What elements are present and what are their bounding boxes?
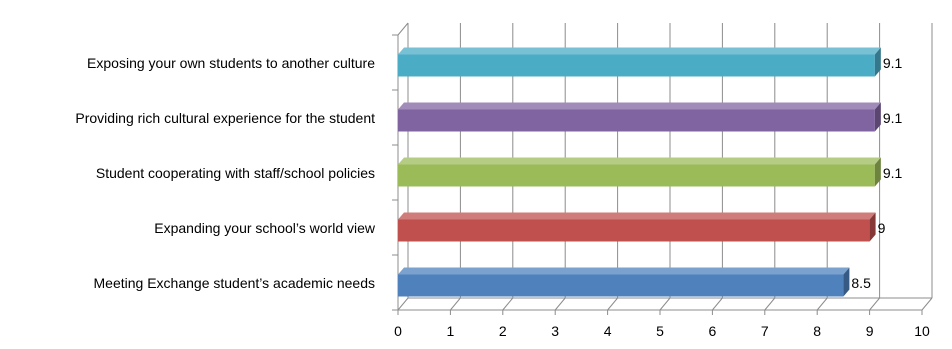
bar-front-face xyxy=(398,54,875,77)
bar-front-face xyxy=(398,109,875,132)
x-tick-label: 4 xyxy=(604,323,612,339)
bars xyxy=(398,47,881,297)
x-tick-label: 0 xyxy=(394,323,402,339)
floor-gridline xyxy=(450,297,461,311)
category-labels: Exposing your own students to another cu… xyxy=(75,55,375,291)
bar-side-face xyxy=(869,212,876,242)
floor-gridline xyxy=(502,297,514,311)
bar-top-face xyxy=(398,267,850,275)
x-tick-label: 7 xyxy=(761,323,769,339)
bar-side-face xyxy=(843,267,850,297)
bar-side-face xyxy=(874,47,881,77)
floor-gridline xyxy=(397,297,409,311)
floor-gridline xyxy=(816,297,828,311)
x-tick-label: 9 xyxy=(866,323,874,339)
floor-gridline xyxy=(554,297,566,311)
value-labels: 9.1 9.1 9.1 9 8.5 xyxy=(851,55,902,291)
bar xyxy=(398,267,850,297)
floor-gridline xyxy=(921,297,933,311)
x-tick-labels: 0 1 2 3 4 5 6 7 8 9 10 xyxy=(394,323,930,339)
floor-gridline xyxy=(764,297,776,311)
bar-front-face xyxy=(398,164,875,187)
category-label: Providing rich cultural experience for t… xyxy=(75,110,375,126)
side-wall-top-edge xyxy=(397,22,409,36)
data-label: 9.1 xyxy=(883,55,903,71)
x-tick-label: 10 xyxy=(914,323,930,339)
x-tick-label: 1 xyxy=(447,323,455,339)
bar-top-face xyxy=(398,157,881,165)
axes xyxy=(392,22,932,315)
bar-top-face xyxy=(398,102,881,110)
category-label: Meeting Exchange student’s academic need… xyxy=(94,275,375,291)
data-label: 9.1 xyxy=(883,110,903,126)
floor-gridline xyxy=(712,297,723,311)
bar-front-face xyxy=(398,219,870,242)
data-label: 9 xyxy=(878,220,886,236)
x-tick-label: 6 xyxy=(709,323,717,339)
x-tick-label: 3 xyxy=(551,323,559,339)
bar-side-face xyxy=(874,102,881,132)
x-tick-label: 5 xyxy=(656,323,664,339)
x-tick-label: 2 xyxy=(499,323,507,339)
floor-gridline xyxy=(659,297,671,311)
floor-gridline xyxy=(607,297,618,311)
data-label: 8.5 xyxy=(851,275,871,291)
category-label: Student cooperating with staff/school po… xyxy=(96,165,375,181)
category-label: Expanding your school’s world view xyxy=(154,220,376,236)
bar-top-face xyxy=(398,47,881,55)
x-tick-label: 8 xyxy=(813,323,821,339)
bar-front-face xyxy=(398,274,844,297)
bar xyxy=(398,157,881,187)
floor-gridline xyxy=(869,297,880,311)
bar xyxy=(398,102,881,132)
bar xyxy=(398,47,881,77)
bar-top-face xyxy=(398,212,876,220)
data-label: 9.1 xyxy=(883,165,903,181)
bar xyxy=(398,212,876,242)
category-label: Exposing your own students to another cu… xyxy=(87,55,375,71)
bar-side-face xyxy=(874,157,881,187)
